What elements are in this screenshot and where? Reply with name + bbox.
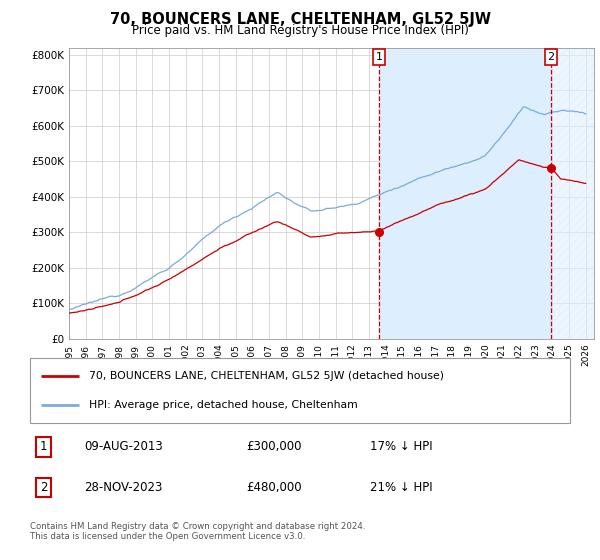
- Bar: [379, 48, 551, 339]
- Text: 2: 2: [40, 481, 47, 494]
- Text: 70, BOUNCERS LANE, CHELTENHAM, GL52 5JW (detached house): 70, BOUNCERS LANE, CHELTENHAM, GL52 5JW …: [89, 371, 445, 381]
- Text: 1: 1: [40, 440, 47, 454]
- Text: 2: 2: [547, 52, 554, 62]
- Text: Price paid vs. HM Land Registry's House Price Index (HPI): Price paid vs. HM Land Registry's House …: [131, 24, 469, 37]
- Text: £480,000: £480,000: [246, 481, 302, 494]
- Text: 28-NOV-2023: 28-NOV-2023: [84, 481, 163, 494]
- Text: Contains HM Land Registry data © Crown copyright and database right 2024.
This d: Contains HM Land Registry data © Crown c…: [30, 522, 365, 542]
- Bar: [551, 48, 594, 339]
- Text: 1: 1: [376, 52, 382, 62]
- Text: 21% ↓ HPI: 21% ↓ HPI: [370, 481, 433, 494]
- Text: 09-AUG-2013: 09-AUG-2013: [84, 440, 163, 454]
- Text: 70, BOUNCERS LANE, CHELTENHAM, GL52 5JW: 70, BOUNCERS LANE, CHELTENHAM, GL52 5JW: [110, 12, 491, 27]
- Text: 17% ↓ HPI: 17% ↓ HPI: [370, 440, 433, 454]
- Text: £300,000: £300,000: [246, 440, 302, 454]
- FancyBboxPatch shape: [30, 358, 570, 423]
- Text: HPI: Average price, detached house, Cheltenham: HPI: Average price, detached house, Chel…: [89, 400, 358, 410]
